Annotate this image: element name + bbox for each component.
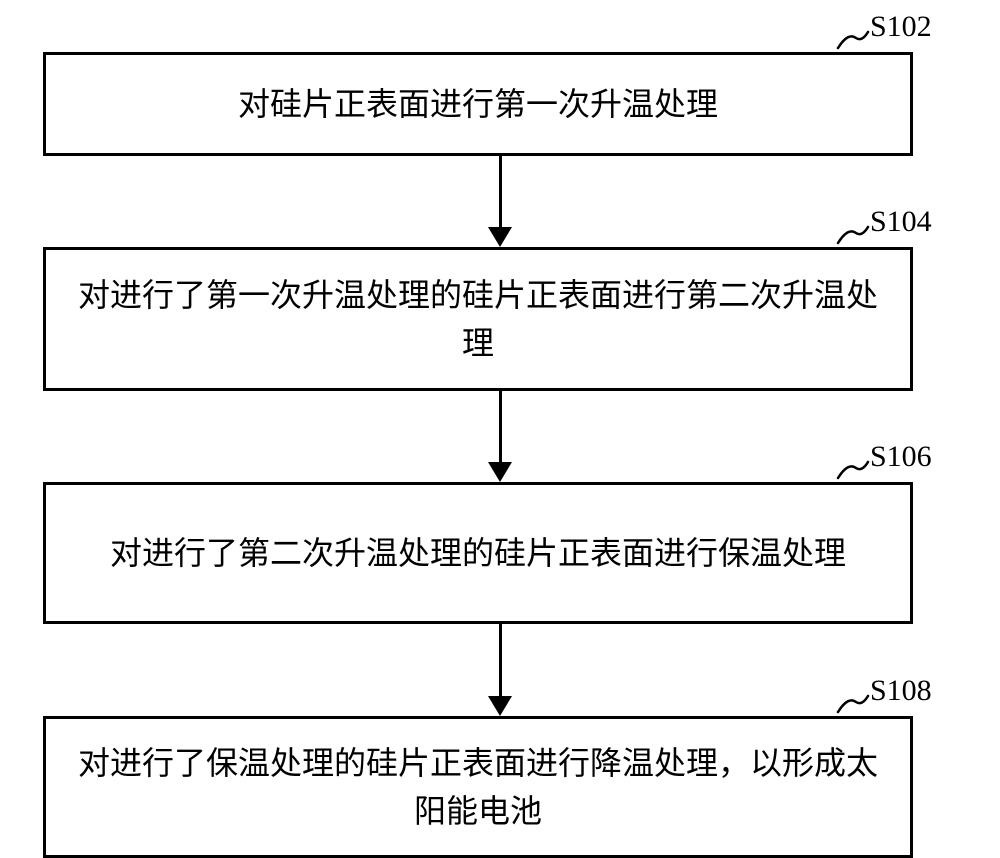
step-text-s104: 对进行了第一次升温处理的硅片正表面进行第二次升温处理: [66, 271, 890, 367]
step-label-s106: S106: [870, 440, 932, 474]
label-tick-s106: [836, 458, 870, 480]
step-box-s102: 对硅片正表面进行第一次升温处理: [43, 52, 913, 156]
step-box-s108: 对进行了保温处理的硅片正表面进行降温处理，以形成太阳能电池: [43, 716, 913, 858]
label-tick-s104: [836, 223, 870, 245]
label-tick-s108: [836, 692, 870, 714]
step-label-s108: S108: [870, 674, 932, 708]
step-box-s104: 对进行了第一次升温处理的硅片正表面进行第二次升温处理: [43, 247, 913, 391]
label-tick-s102: [836, 28, 870, 50]
flow-arrow-1: [480, 156, 520, 247]
step-text-s102: 对硅片正表面进行第一次升温处理: [238, 80, 718, 128]
flowchart-canvas: S102 对硅片正表面进行第一次升温处理 S104 对进行了第一次升温处理的硅片…: [0, 0, 1000, 821]
flow-arrow-3: [480, 624, 520, 716]
step-box-s106: 对进行了第二次升温处理的硅片正表面进行保温处理: [43, 482, 913, 624]
step-label-s102: S102: [870, 10, 932, 44]
flow-arrow-2: [480, 391, 520, 482]
step-label-s104: S104: [870, 205, 932, 239]
step-text-s106: 对进行了第二次升温处理的硅片正表面进行保温处理: [110, 529, 846, 577]
